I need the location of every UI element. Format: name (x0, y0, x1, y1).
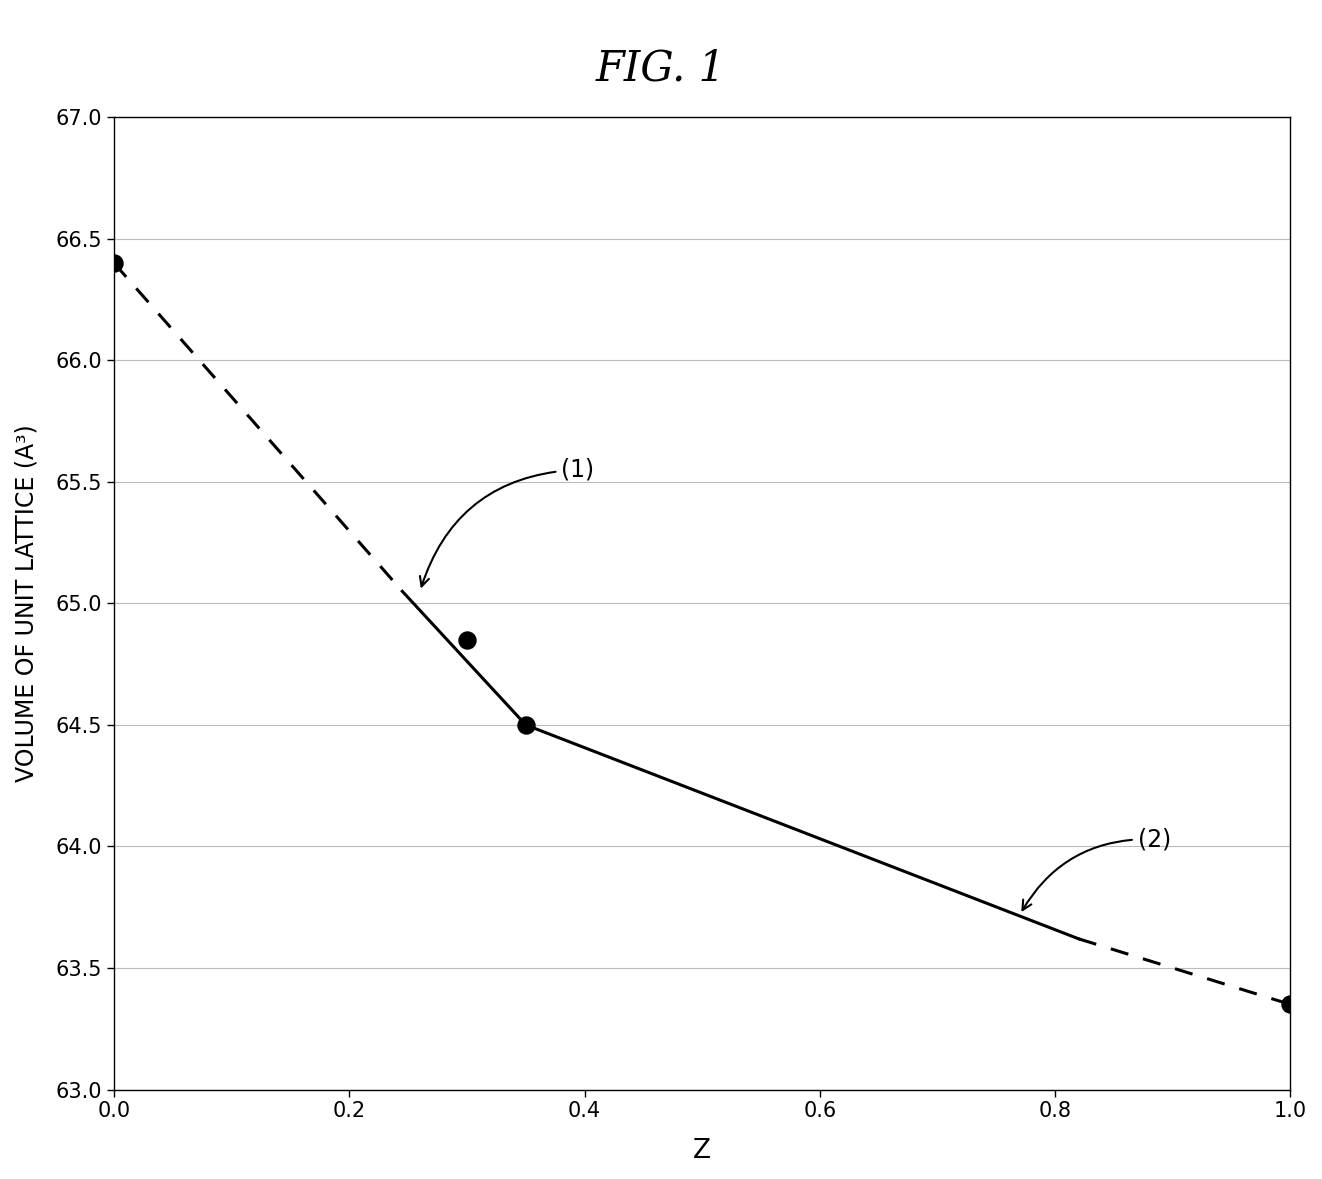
X-axis label: Z: Z (693, 1138, 711, 1164)
Y-axis label: VOLUME OF UNIT LATTICE (A³): VOLUME OF UNIT LATTICE (A³) (15, 424, 40, 783)
Point (1280, 995, 1301, 1014)
Point (516, 716, 537, 735)
Point (456, 631, 477, 650)
Text: (1): (1) (420, 457, 594, 586)
Point (103, 253, 124, 272)
Text: FIG. 1: FIG. 1 (596, 47, 726, 90)
Text: (2): (2) (1022, 828, 1171, 910)
